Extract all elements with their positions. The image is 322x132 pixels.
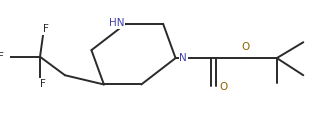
Text: O: O [219,82,227,92]
Text: F: F [40,79,45,89]
Text: HN: HN [109,18,124,28]
Text: O: O [242,42,250,52]
Text: F: F [0,52,4,62]
Text: N: N [179,53,187,63]
Text: F: F [43,24,49,34]
